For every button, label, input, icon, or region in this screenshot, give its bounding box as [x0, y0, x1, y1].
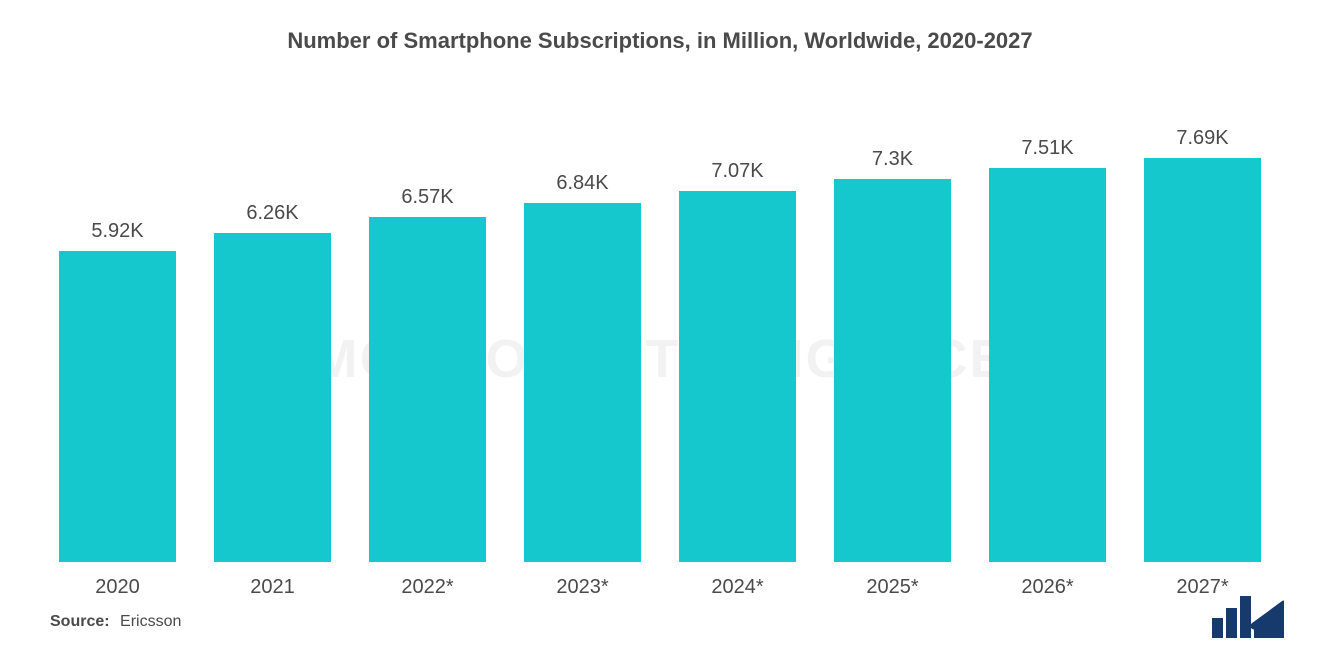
bar-column: 5.92K [40, 220, 195, 562]
chart-container: Number of Smartphone Subscriptions, in M… [0, 0, 1320, 665]
x-axis-label: 2020 [40, 576, 195, 599]
x-axis: 202020212022*2023*2024*2025*2026*2027* [40, 576, 1280, 599]
bar-value-label: 7.51K [1021, 137, 1073, 160]
source-label: Source: [50, 613, 110, 630]
bar-value-label: 6.84K [556, 172, 608, 195]
bar-value-label: 6.26K [246, 202, 298, 225]
x-axis-label: 2024* [660, 576, 815, 599]
bar-value-label: 5.92K [91, 220, 143, 243]
bar-value-label: 7.07K [711, 160, 763, 183]
bar [989, 168, 1107, 562]
bar-column: 7.51K [970, 137, 1125, 562]
x-axis-label: 2023* [505, 576, 660, 599]
chart-title: Number of Smartphone Subscriptions, in M… [40, 28, 1280, 54]
bar [834, 179, 952, 562]
bar [369, 217, 487, 562]
bar-value-label: 7.69K [1176, 127, 1228, 150]
bar [524, 203, 642, 562]
x-axis-label: 2022* [350, 576, 505, 599]
plot-area: 5.92K 6.26K 6.57K 6.84K 7.07K 7.3K 7.51K 7.69K [40, 102, 1280, 562]
brand-logo [1212, 596, 1284, 643]
x-axis-label: 2025* [815, 576, 970, 599]
bar [1144, 158, 1262, 562]
x-axis-label: 2021 [195, 576, 350, 599]
bar-column: 6.57K [350, 186, 505, 562]
bar [679, 191, 797, 562]
bar-value-label: 7.3K [872, 148, 913, 171]
bar-value-label: 6.57K [401, 186, 453, 209]
bar [59, 251, 177, 562]
x-axis-label: 2026* [970, 576, 1125, 599]
bar-column: 6.84K [505, 172, 660, 562]
bar-column: 7.3K [815, 148, 970, 562]
bar [214, 233, 332, 562]
bar-column: 6.26K [195, 202, 350, 562]
bar-column: 7.07K [660, 160, 815, 562]
source-name: Ericsson [120, 613, 181, 630]
source-attribution: Source: Ericsson [50, 613, 181, 631]
bar-column: 7.69K [1125, 127, 1280, 562]
